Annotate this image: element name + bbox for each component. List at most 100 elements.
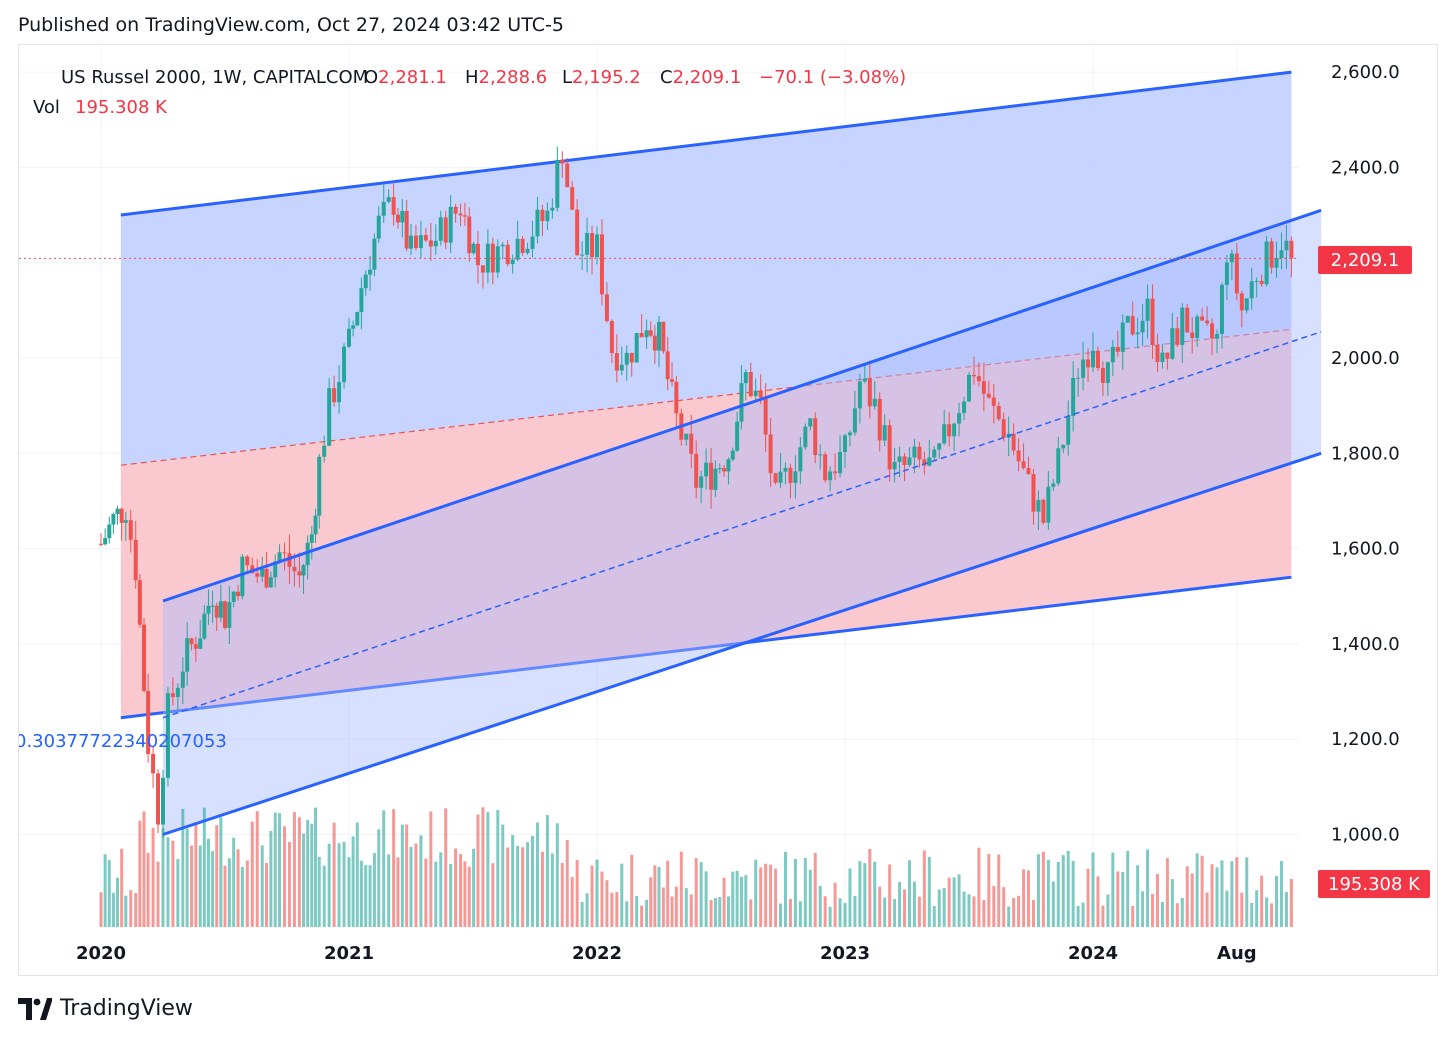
candle-body [282, 552, 287, 554]
tradingview-logo-icon [18, 997, 52, 1020]
volume-bar [405, 824, 409, 927]
volume-bar [314, 807, 318, 927]
candle-body [1120, 322, 1125, 352]
volume-bar [653, 865, 657, 927]
candle-body [644, 330, 649, 338]
candle-body [309, 534, 314, 543]
volume-bar [962, 891, 966, 927]
candle-body [146, 690, 151, 754]
candle-body [932, 449, 937, 458]
volume-bar [585, 893, 589, 927]
candle-body [462, 215, 467, 217]
candle-body [1264, 241, 1269, 285]
candle-body [530, 236, 535, 249]
volume-tag-label: 195.308 K [1328, 874, 1421, 895]
price-axis[interactable]: 2,600.0 2,400.0 2,000.0 1,800.0 1,600.0 1,400… [1331, 62, 1400, 845]
volume-bar [903, 889, 907, 927]
price-chart[interactable]: 2,600.0 2,400.0 2,000.0 1,800.0 1,600.0 1,400… [19, 45, 1437, 975]
chart-frame[interactable]: 2,600.0 2,400.0 2,000.0 1,800.0 1,600.0 1,400… [18, 44, 1438, 976]
candle-body [783, 467, 788, 472]
candle-body [788, 467, 793, 483]
time-axis[interactable]: 2020 2021 2022 2023 2024 Aug [76, 943, 1257, 964]
candle-body [342, 346, 347, 383]
volume-bar [232, 837, 236, 927]
candle-body [141, 624, 146, 691]
candle-body [1269, 241, 1274, 268]
candle-body [1125, 316, 1130, 323]
volume-bar [898, 881, 902, 927]
volume-bar [937, 889, 941, 927]
candle-body [624, 352, 629, 365]
candle-body [1244, 298, 1249, 311]
candle-body [400, 210, 405, 223]
candle-body [107, 524, 112, 539]
volume-bar [103, 854, 107, 927]
y-tick-label: 2,400.0 [1331, 157, 1400, 178]
volume-bar [1041, 851, 1045, 927]
brand-name: TradingView [60, 996, 193, 1021]
volume-bar [1126, 850, 1130, 927]
candle-body [897, 456, 902, 462]
candle-body [1031, 474, 1036, 512]
candle-body [735, 421, 740, 451]
candle-body [1001, 419, 1006, 438]
candle-body [189, 638, 194, 645]
volume-bar [722, 877, 726, 927]
volume-bar [1220, 860, 1224, 927]
trend-lines[interactable] [19, 208, 1322, 836]
volume-bar [342, 841, 346, 927]
volume-bar [332, 822, 336, 927]
volume-bar [828, 906, 832, 927]
candle-body [1155, 345, 1160, 362]
candle-body [1135, 332, 1140, 335]
volume-bar [476, 814, 480, 927]
volume-bar [387, 854, 391, 927]
volume-bar [783, 851, 787, 927]
candle-body [386, 197, 391, 202]
candle-body [1095, 350, 1100, 368]
volume-bar [726, 896, 730, 927]
fib-zones [120, 70, 1322, 835]
candle-body [236, 591, 241, 597]
volume-bars [99, 807, 1293, 927]
volume-bar [306, 820, 310, 927]
volume-bar [1116, 871, 1120, 927]
candle-body [652, 335, 657, 351]
candle-body [996, 405, 1001, 420]
volume-bar [107, 860, 111, 927]
volume-bar [1255, 890, 1259, 927]
volume-bar [744, 875, 748, 927]
open-value: 2,281.1 [378, 67, 447, 88]
fib-lower-edge [120, 575, 1292, 720]
candle-body [490, 243, 495, 273]
high-value: 2,288.6 [479, 67, 548, 88]
volume-bar [610, 892, 614, 927]
volume-bar [788, 898, 792, 927]
volume-bar [987, 853, 991, 927]
volume-bar [1260, 875, 1264, 927]
volume-bar [545, 815, 549, 927]
volume-bar [491, 863, 495, 927]
candle-body [151, 753, 156, 774]
volume-bar [526, 842, 530, 927]
x-tick-label: 2024 [1068, 943, 1118, 964]
brand[interactable]: TradingView [18, 996, 193, 1021]
candle-body [409, 235, 413, 249]
price-tag: 2,209.1 [1318, 246, 1412, 274]
volume-bar [1007, 906, 1011, 927]
volume-bar [292, 812, 296, 927]
candle-body [545, 210, 550, 222]
candle-body [689, 433, 694, 454]
candlesticks [99, 146, 1294, 838]
candle-body [128, 520, 133, 540]
volume-value: 195.308 K [75, 97, 168, 118]
volume-bar [1180, 897, 1184, 927]
x-tick-label: 2021 [324, 943, 374, 964]
volume-bar [414, 843, 418, 927]
candle-body [847, 432, 852, 436]
candle-body [1071, 377, 1076, 417]
candle-body [332, 388, 337, 403]
volume-bar [1250, 902, 1254, 927]
legend-symbol[interactable]: US Russel 2000, 1W, CAPITALCOM [61, 67, 368, 88]
volume-bar [947, 877, 951, 927]
